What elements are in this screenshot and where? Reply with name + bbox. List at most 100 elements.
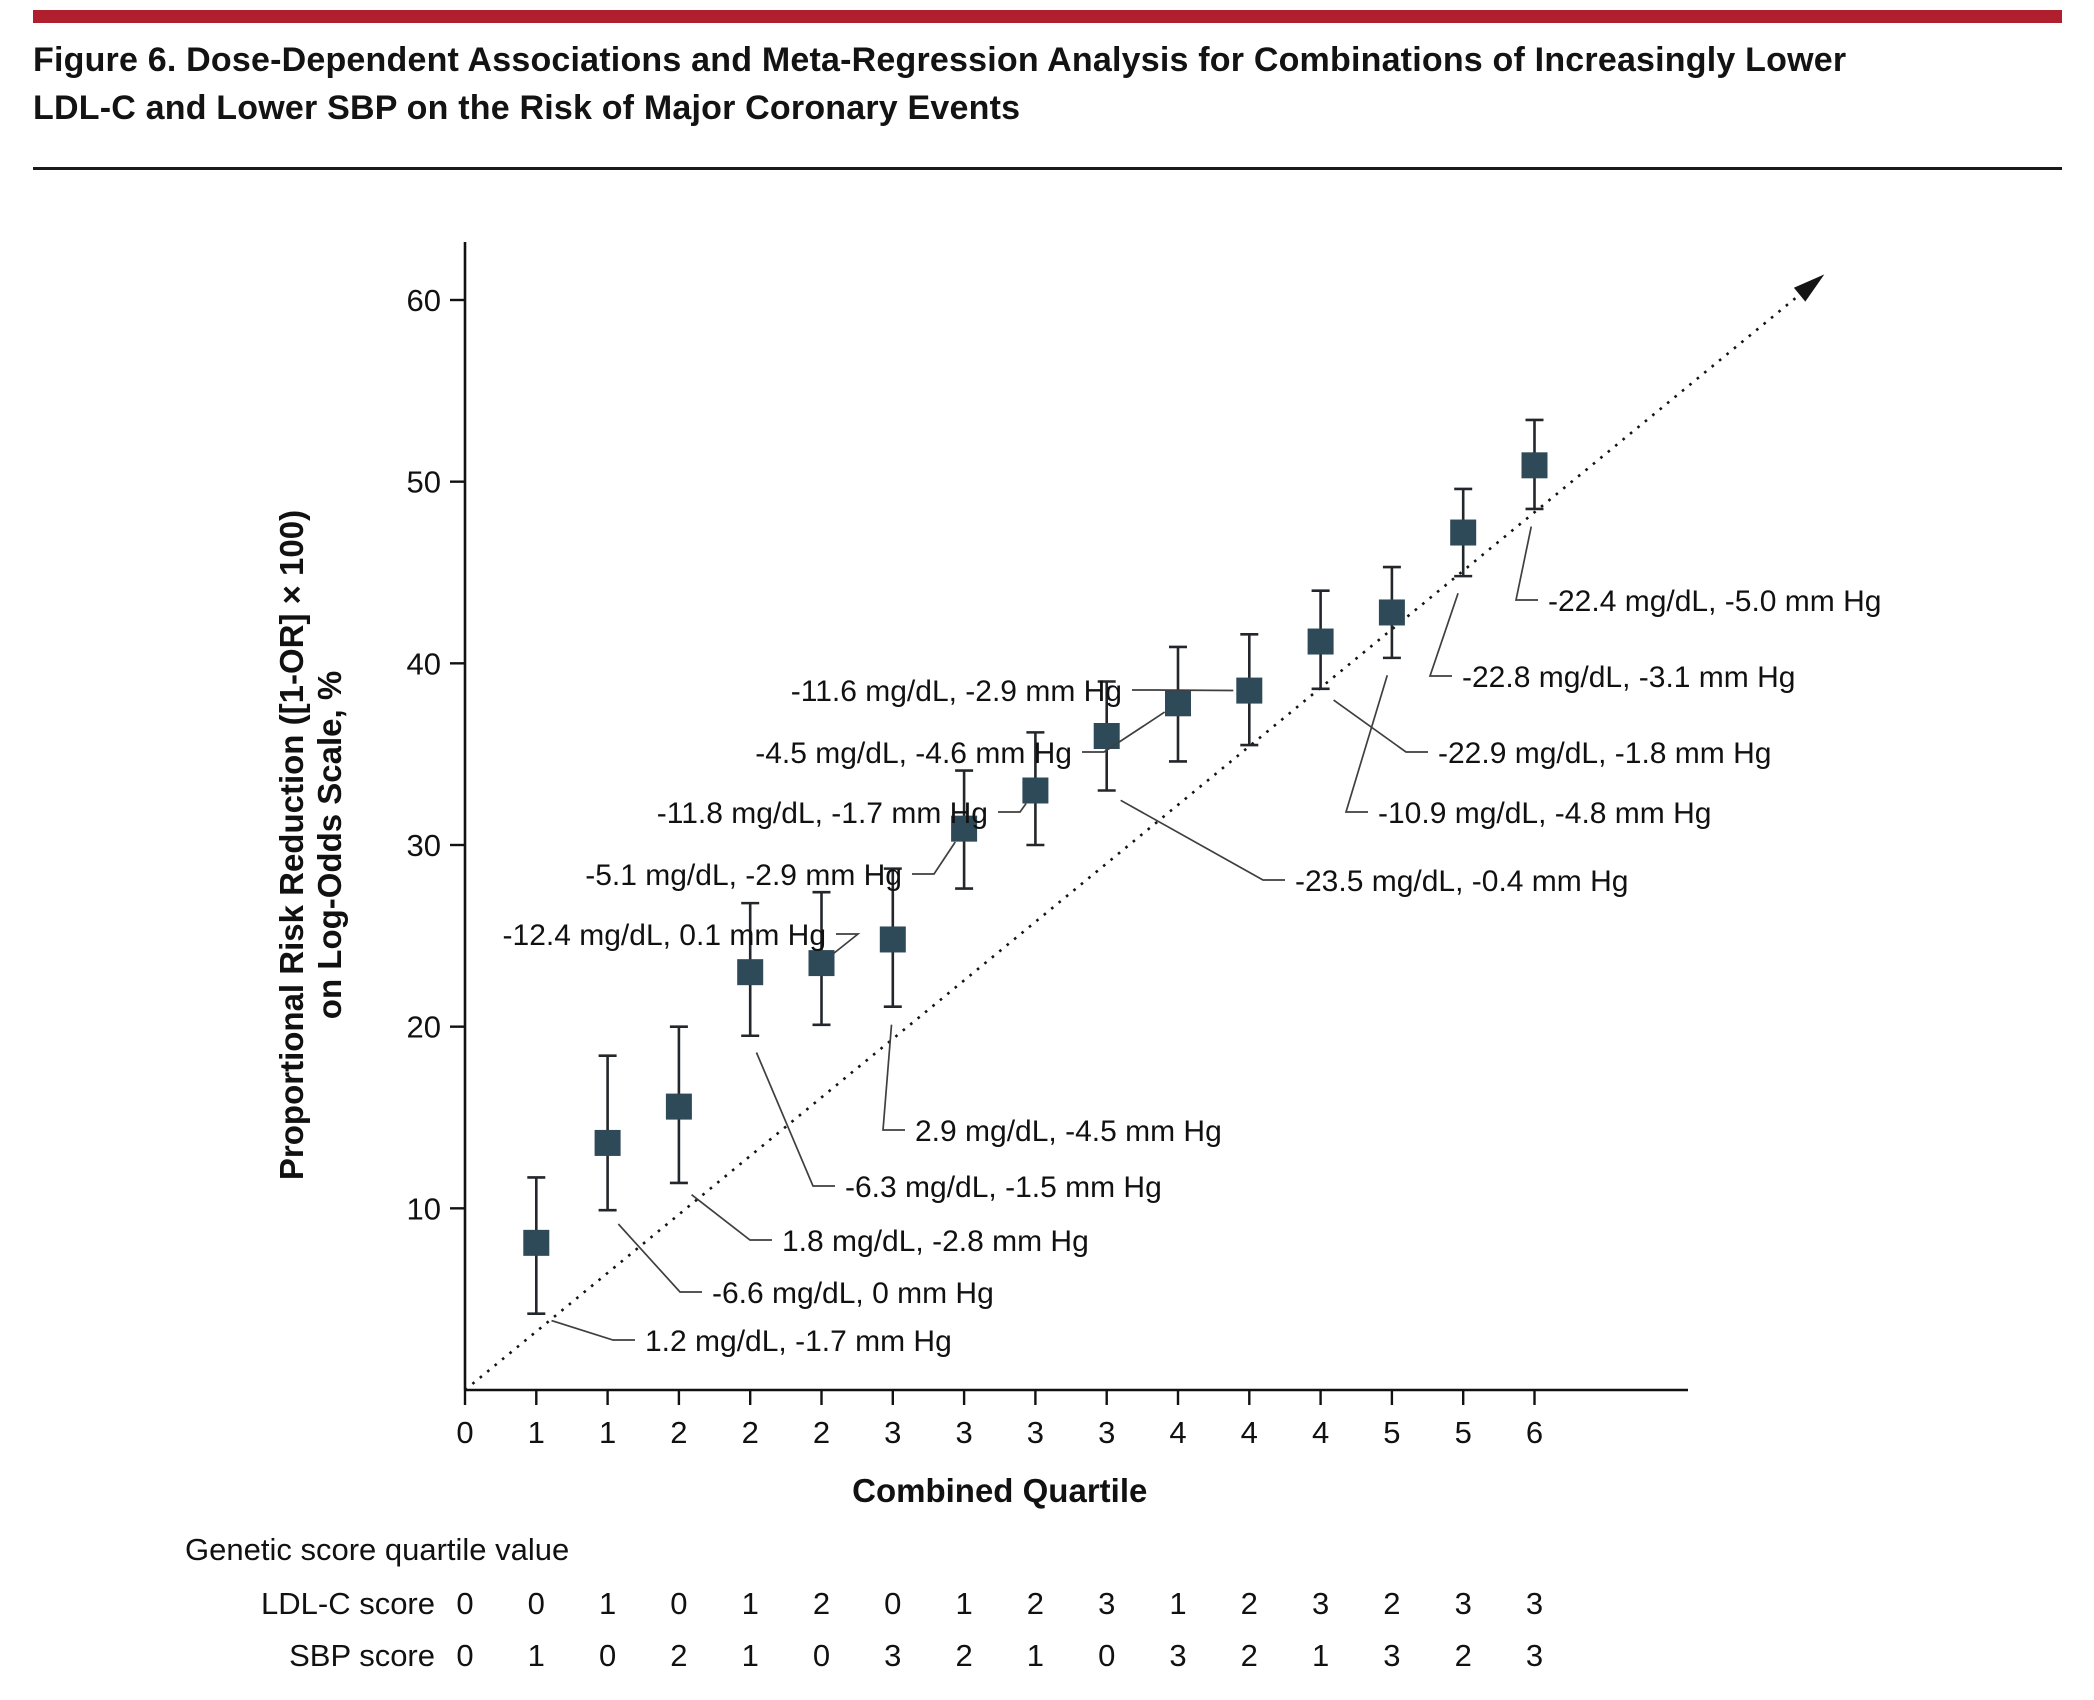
- score-value: 1: [528, 1638, 545, 1673]
- score-value: 3: [1526, 1638, 1543, 1673]
- y-tick-label: 60: [407, 283, 441, 318]
- point-annotation: -23.5 mg/dL, -0.4 mm Hg: [1295, 865, 1628, 898]
- score-value: 0: [456, 1638, 473, 1673]
- trend-line: [464, 277, 1821, 1392]
- x-tick-label: 4: [1312, 1415, 1329, 1450]
- score-value: 2: [1241, 1586, 1258, 1621]
- score-value: 1: [1312, 1638, 1329, 1673]
- score-value: 0: [599, 1638, 616, 1673]
- figure-title-line2: LDL-C and Lower SBP on the Risk of Major…: [33, 89, 1021, 127]
- score-value: 3: [1455, 1586, 1472, 1621]
- y-tick-label: 30: [407, 828, 441, 863]
- annotation-pointer-line: [833, 933, 861, 954]
- data-point-marker: [879, 926, 906, 953]
- score-value: 0: [884, 1586, 901, 1621]
- score-value: 2: [1455, 1638, 1472, 1673]
- x-tick-label: 1: [528, 1415, 545, 1450]
- score-table-heading: Genetic score quartile value: [185, 1532, 569, 1567]
- score-value: 3: [1169, 1638, 1186, 1673]
- y-axis-title-line1: Proportional Risk Reduction ([1-OR] × 10…: [273, 510, 310, 1180]
- annotation-pointer-line: [551, 1319, 635, 1341]
- point-annotation: 2.9 mg/dL, -4.5 mm Hg: [915, 1115, 1222, 1148]
- point-annotation: -5.1 mg/dL, -2.9 mm Hg: [585, 859, 902, 892]
- score-value: 2: [813, 1586, 830, 1621]
- data-point-marker: [1165, 690, 1191, 717]
- x-tick-label: 2: [742, 1415, 759, 1450]
- top-accent-bar: [33, 10, 2062, 23]
- score-value: 1: [1027, 1638, 1044, 1673]
- score-value: 2: [1383, 1586, 1400, 1621]
- x-tick-label: 2: [670, 1415, 687, 1450]
- point-annotation: -12.4 mg/dL, 0.1 mm Hg: [503, 919, 826, 952]
- x-tick-label: 3: [884, 1415, 901, 1450]
- annotation-pointer-line: [755, 1052, 835, 1187]
- point-annotation: 1.2 mg/dL, -1.7 mm Hg: [645, 1325, 952, 1358]
- data-point-marker: [665, 1093, 692, 1120]
- annotation-pointer-line: [1514, 526, 1538, 601]
- x-axis-title: Combined Quartile: [852, 1472, 1147, 1509]
- score-value: 0: [1098, 1638, 1115, 1673]
- annotation-pointer-line: [882, 1024, 905, 1131]
- score-value: 3: [1312, 1586, 1329, 1621]
- annotation-pointer-line: [1344, 674, 1389, 813]
- figure-title-line1: Figure 6. Dose-Dependent Associations an…: [33, 41, 1847, 79]
- point-annotation: 1.8 mg/dL, -2.8 mm Hg: [782, 1225, 1089, 1258]
- y-tick-label: 40: [407, 646, 441, 681]
- annotation-pointer-line: [998, 803, 1027, 813]
- point-annotation: -22.9 mg/dL, -1.8 mm Hg: [1438, 737, 1771, 770]
- point-annotation: -4.5 mg/dL, -4.6 mm Hg: [755, 737, 1072, 770]
- x-tick-label: 3: [955, 1415, 972, 1450]
- data-point-marker: [1378, 599, 1405, 626]
- x-tick-label: 0: [456, 1415, 473, 1450]
- data-point-marker: [1307, 628, 1334, 655]
- score-value: 2: [955, 1638, 972, 1673]
- score-value: 1: [1169, 1586, 1186, 1621]
- y-tick-label: 20: [407, 1010, 441, 1045]
- x-tick-label: 3: [1098, 1415, 1115, 1450]
- data-point-marker: [737, 959, 764, 986]
- x-tick-label: 3: [1027, 1415, 1044, 1450]
- score-row-label: LDL-C score: [261, 1586, 435, 1621]
- score-value: 3: [1526, 1586, 1543, 1621]
- x-tick-label: 5: [1455, 1415, 1472, 1450]
- score-value: 3: [1383, 1638, 1400, 1673]
- score-value: 1: [599, 1586, 616, 1621]
- annotation-pointer-line: [1082, 711, 1166, 753]
- annotation-pointer-line: [1333, 699, 1428, 753]
- score-value: 0: [456, 1586, 473, 1621]
- score-value: 1: [742, 1638, 759, 1673]
- title-divider: [33, 167, 2062, 170]
- data-point-marker: [951, 815, 978, 842]
- score-value: 2: [670, 1638, 687, 1673]
- x-tick-label: 5: [1383, 1415, 1400, 1450]
- annotation-pointer-line: [1428, 593, 1459, 677]
- x-tick-label: 4: [1169, 1415, 1186, 1450]
- data-point-marker: [1236, 677, 1263, 704]
- trend-arrowhead: [1793, 274, 1825, 302]
- x-tick-label: 6: [1526, 1415, 1543, 1450]
- annotation-pointer-line: [1120, 799, 1285, 881]
- score-value: 1: [955, 1586, 972, 1621]
- y-axis-title-line2: on Log-Odds Scale, %: [311, 671, 348, 1019]
- score-value: 2: [1241, 1638, 1258, 1673]
- annotation-pointer-line: [691, 1194, 772, 1241]
- y-tick-label: 50: [407, 465, 441, 500]
- annotation-pointer-line: [617, 1223, 702, 1293]
- score-row-label: SBP score: [289, 1638, 435, 1673]
- point-annotation: -11.8 mg/dL, -1.7 mm Hg: [657, 797, 988, 830]
- y-tick-label: 10: [407, 1191, 441, 1226]
- x-tick-label: 2: [813, 1415, 830, 1450]
- score-value: 3: [884, 1638, 901, 1673]
- point-annotation: -10.9 mg/dL, -4.8 mm Hg: [1378, 797, 1711, 830]
- figure-title: Figure 6. Dose-Dependent Associations an…: [33, 36, 2023, 132]
- data-point-marker: [594, 1129, 621, 1156]
- score-value: 1: [742, 1586, 759, 1621]
- point-annotation: -22.8 mg/dL, -3.1 mm Hg: [1462, 661, 1795, 694]
- data-point-marker: [523, 1229, 550, 1256]
- point-annotation: -22.4 mg/dL, -5.0 mm Hg: [1548, 585, 1881, 618]
- data-point-marker: [808, 950, 835, 977]
- score-value: 0: [670, 1586, 687, 1621]
- point-annotation: -6.6 mg/dL, 0 mm Hg: [712, 1277, 994, 1310]
